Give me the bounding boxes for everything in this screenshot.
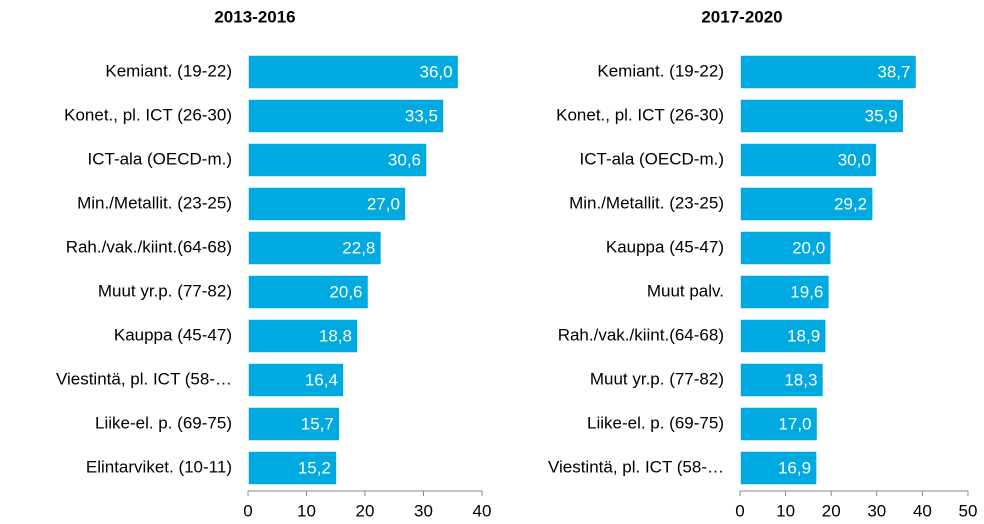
data-label: 33,5 <box>405 106 438 125</box>
bar <box>739 362 825 398</box>
bar <box>739 450 818 486</box>
bar <box>247 362 345 398</box>
bar <box>247 406 341 442</box>
y-tick-label: Viestintä, pl. ICT (58-… <box>56 369 232 388</box>
y-tick-label: Elintarviket. (10-11) <box>86 457 232 476</box>
bar <box>247 450 338 486</box>
data-label: 30,0 <box>838 150 871 169</box>
bar <box>247 318 359 354</box>
y-tick-label: Konet., pl. ICT (26-30) <box>556 105 724 124</box>
bar <box>739 230 832 266</box>
x-tick-label: 10 <box>297 501 316 520</box>
data-label: 20,6 <box>329 282 362 301</box>
y-tick-label: Kemiant. (19-22) <box>597 61 724 80</box>
bar <box>739 186 874 222</box>
bar <box>247 142 428 178</box>
data-label: 15,2 <box>298 458 331 477</box>
y-tick-label: Muut yr.p. (77-82) <box>98 281 232 300</box>
data-label: 38,7 <box>877 62 910 81</box>
data-label: 16,4 <box>305 370 338 389</box>
bar <box>739 142 878 178</box>
data-label: 35,9 <box>865 106 898 125</box>
bar <box>739 318 827 354</box>
data-label: 20,0 <box>792 238 825 257</box>
bar <box>247 54 460 90</box>
data-label: 19,6 <box>790 282 823 301</box>
x-tick-label: 0 <box>735 501 744 520</box>
y-tick-label: Kauppa (45-47) <box>114 325 232 344</box>
x-tick-label: 0 <box>243 501 252 520</box>
bar <box>739 98 905 134</box>
y-tick-label: Rah./vak./kiint.(64-68) <box>66 237 232 256</box>
y-tick-label: ICT-ala (OECD-m.) <box>580 149 725 168</box>
y-tick-label: Rah./vak./kiint.(64-68) <box>558 325 724 344</box>
x-tick-label: 50 <box>959 501 978 520</box>
bar <box>247 186 407 222</box>
data-label: 36,0 <box>420 62 453 81</box>
bar <box>247 230 383 266</box>
y-tick-label: Muut yr.p. (77-82) <box>590 369 724 388</box>
x-tick-label: 30 <box>867 501 886 520</box>
chart-title: 2013-2016 <box>214 7 295 26</box>
bar <box>739 274 831 310</box>
x-tick-label: 10 <box>776 501 795 520</box>
data-label: 16,9 <box>778 458 811 477</box>
y-tick-label: Viestintä, pl. ICT (58-… <box>548 457 724 476</box>
chart-title: 2017-2020 <box>701 7 782 26</box>
data-label: 18,8 <box>319 326 352 345</box>
data-label: 18,9 <box>787 326 820 345</box>
x-tick-label: 40 <box>473 501 492 520</box>
x-tick-label: 20 <box>822 501 841 520</box>
y-tick-label: Konet., pl. ICT (26-30) <box>64 105 232 124</box>
data-label: 30,6 <box>388 150 421 169</box>
y-tick-label: Kauppa (45-47) <box>606 237 724 256</box>
y-tick-label: Liike-el. p. (69-75) <box>587 413 724 432</box>
y-tick-label: Kemiant. (19-22) <box>105 61 232 80</box>
data-label: 15,7 <box>301 414 334 433</box>
x-tick-label: 40 <box>913 501 932 520</box>
y-tick-label: Min./Metallit. (23-25) <box>569 193 724 212</box>
data-label: 22,8 <box>342 238 375 257</box>
data-label: 29,2 <box>834 194 867 213</box>
x-tick-label: 30 <box>414 501 433 520</box>
bar <box>739 406 819 442</box>
data-label: 27,0 <box>367 194 400 213</box>
x-tick-label: 20 <box>356 501 375 520</box>
y-tick-label: ICT-ala (OECD-m.) <box>88 149 233 168</box>
y-tick-label: Min./Metallit. (23-25) <box>77 193 232 212</box>
bar <box>247 98 445 134</box>
data-label: 17,0 <box>778 414 811 433</box>
bar <box>739 54 918 90</box>
bar <box>247 274 370 310</box>
y-tick-label: Liike-el. p. (69-75) <box>95 413 232 432</box>
data-label: 18,3 <box>784 370 817 389</box>
y-tick-label: Muut palv. <box>647 281 724 300</box>
